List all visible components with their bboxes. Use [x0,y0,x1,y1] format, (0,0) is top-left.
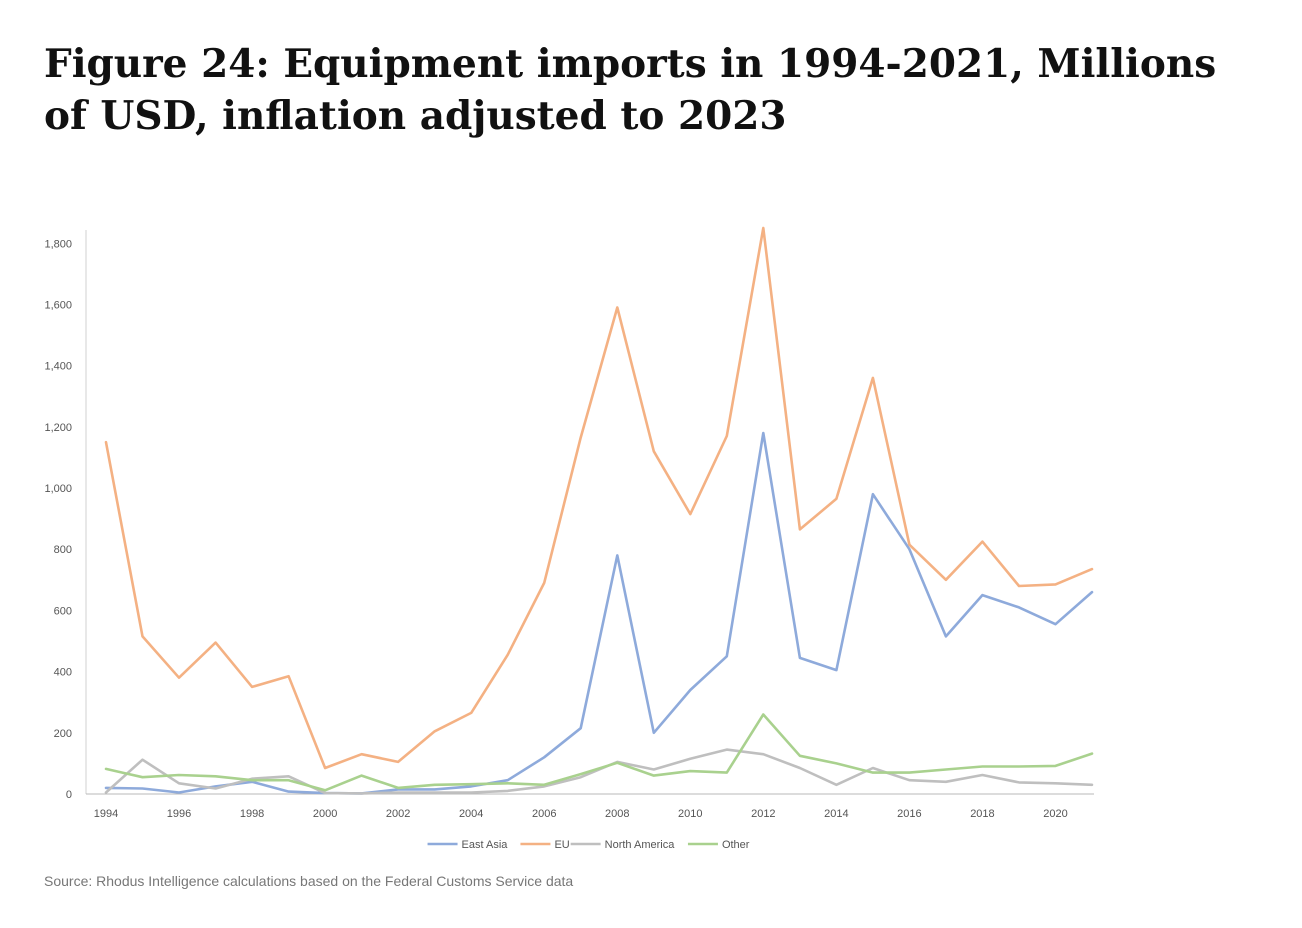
x-tick-label: 2004 [459,808,483,820]
y-tick-label: 600 [54,605,72,617]
y-tick-label: 1,400 [44,361,72,373]
y-tick-label: 1,600 [44,299,72,311]
legend-label-other: Other [722,839,750,851]
x-axis-ticks: 1994 1996 1998 2000 2002 2004 2006 2008 2010 2012… [94,808,1068,820]
x-tick-label: 2008 [605,808,629,820]
y-tick-label: 400 [54,667,72,679]
x-tick-label: 2006 [532,808,556,820]
figure-title: Figure 24: Equipment imports in 1994-202… [44,41,1217,139]
x-tick-label: 2016 [897,808,921,820]
legend-label-eu: EU [554,839,569,851]
y-tick-label: 1,800 [44,238,72,250]
x-tick-label: 2000 [313,808,337,820]
y-tick-label: 200 [54,728,72,740]
legend: East Asia EU North America Other [427,839,750,851]
legend-label-east-asia: East Asia [462,839,509,851]
x-tick-label: 1994 [94,808,118,820]
y-tick-label: 800 [54,544,72,556]
y-axis-ticks: 0 200 400 600 800 1,000 1,200 1,400 1,600 1,800 [44,238,72,801]
x-tick-label: 1996 [167,808,191,820]
series-line-other [104,713,1094,792]
x-tick-label: 1998 [240,808,264,820]
x-tick-label: 2010 [678,808,702,820]
source-note: Source: Rhodus Intelligence calculations… [44,873,574,889]
y-tick-label: 1,200 [44,422,72,434]
x-tick-label: 2012 [751,808,775,820]
y-tick-label: 0 [66,789,72,801]
series-lines [104,226,1094,795]
series-line-east-asia [104,431,1094,795]
x-tick-label: 2014 [824,808,848,820]
y-tick-label: 1,000 [44,483,72,495]
series-line-eu [104,226,1094,770]
series-line-north-america [104,748,1094,795]
x-tick-label: 2002 [386,808,410,820]
x-tick-label: 2018 [970,808,994,820]
legend-label-north-america: North America [605,839,676,851]
x-tick-label: 2020 [1043,808,1067,820]
